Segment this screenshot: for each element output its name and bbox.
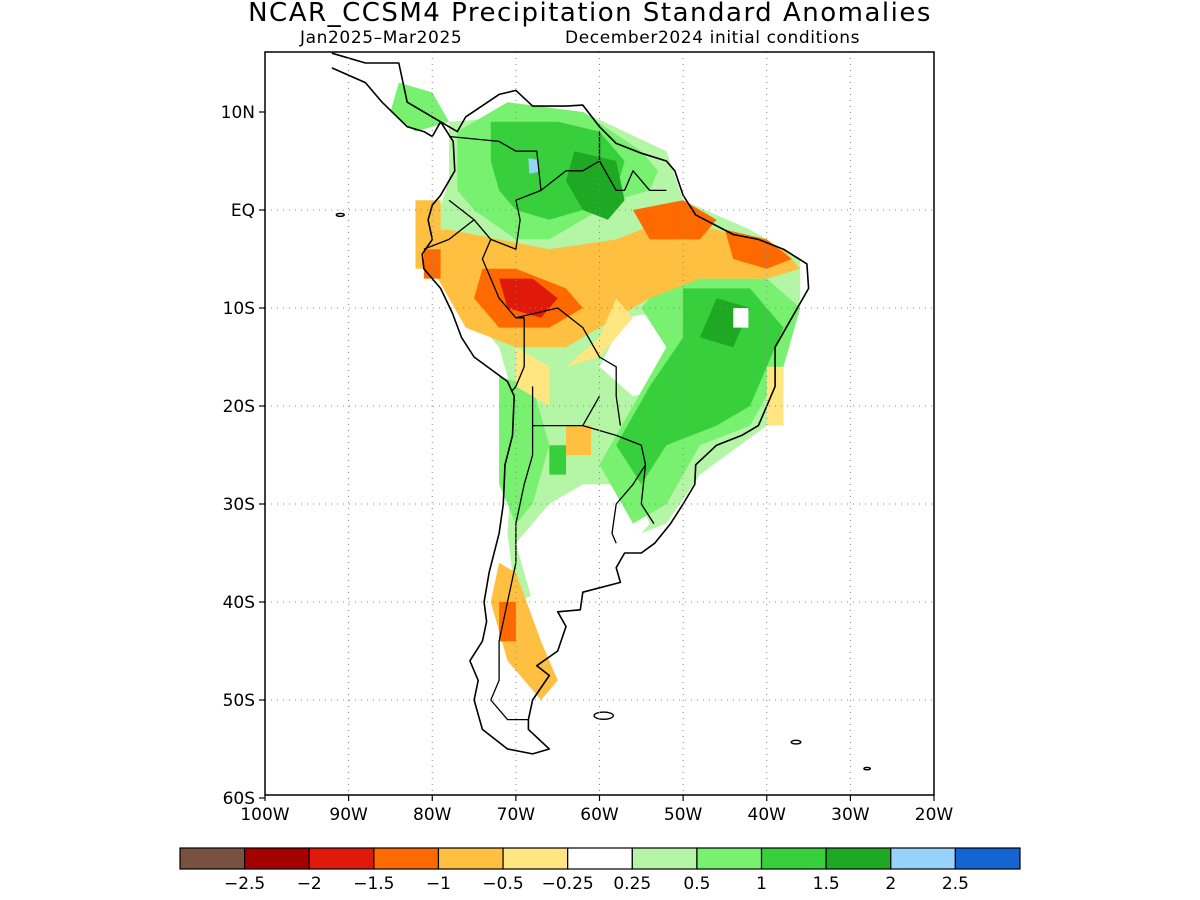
anomaly-region: [566, 151, 625, 220]
colorbar-swatch: [373, 847, 440, 870]
anomaly-region: [390, 82, 449, 132]
colorbar-swatch: [760, 847, 827, 870]
colorbar-swatch: [567, 847, 633, 870]
colorbar-label: 0.25: [613, 874, 651, 894]
lon-tick-label: 50W: [664, 805, 703, 825]
anomaly-region: [566, 298, 633, 367]
anomaly-region: [616, 288, 784, 485]
lon-tick-label: 20W: [915, 805, 954, 825]
coastlines-and-borders: [331, 52, 871, 771]
island: [593, 711, 614, 720]
anomaly-region: [423, 249, 441, 279]
colorbar-label: −1: [426, 874, 451, 894]
country-border: [640, 464, 655, 524]
colorbar-swatch: [631, 847, 698, 870]
lon-tick-label: 30W: [831, 805, 870, 825]
colorbar-label: 0.5: [683, 874, 710, 894]
lat-tick-label: 20S: [223, 397, 255, 417]
chart-title: NCAR_CCSM4 Precipitation Standard Anomal…: [248, 0, 932, 28]
colorbar-label: −0.5: [482, 874, 523, 894]
colorbar-label: 2.5: [942, 874, 969, 894]
colorbar-label: −2: [297, 874, 322, 894]
lon-tick-label: 60W: [580, 805, 619, 825]
country-border: [531, 386, 601, 427]
lon-tick-label: 90W: [329, 805, 368, 825]
country-border: [598, 160, 667, 192]
anomaly-region: [515, 484, 650, 602]
island: [863, 766, 871, 771]
colorbar-swatch: [437, 847, 504, 870]
country-border: [490, 425, 534, 721]
coastline: [331, 52, 810, 755]
anomaly-region: [733, 308, 749, 328]
island: [335, 212, 345, 218]
anomaly-region: [499, 602, 516, 642]
country-border: [515, 307, 622, 426]
lon-tick-label: 80W: [413, 805, 452, 825]
colorbar-swatch: [954, 847, 1021, 870]
colorbar-label: 1: [756, 874, 767, 894]
colorbar-swatch: [502, 847, 569, 870]
anomaly-region: [633, 200, 717, 240]
anomaly-region: [499, 376, 550, 524]
anomaly-region: [549, 445, 566, 475]
lat-tick-label: 60S: [223, 789, 255, 809]
lon-tick-label: 100W: [240, 805, 289, 825]
forecast-period: Jan2025–Mar2025: [300, 28, 463, 48]
country-border: [423, 219, 475, 250]
colorbar-label: 1.5: [813, 874, 840, 894]
country-border: [540, 131, 601, 191]
lat-tick-label: 10S: [223, 299, 255, 319]
colorbar-swatch: [825, 847, 892, 870]
lat-tick-label: EQ: [231, 201, 255, 221]
initial-conditions: December2024 initial conditions: [565, 28, 861, 48]
lon-tick-label: 70W: [497, 805, 536, 825]
lat-tick-label: 50S: [223, 691, 255, 711]
colorbar-swatch: [696, 847, 763, 870]
colorbar-legend: −2.5 −2 −1.5 −1 −0.5 −0.25 0.25 0.5 1 1.5 2 2.5: [179, 847, 1021, 894]
lat-tick-label: 30S: [223, 495, 255, 515]
colorbar-label: −0.25: [542, 874, 594, 894]
anomaly-region: [724, 229, 792, 269]
colorbar-swatch: [308, 847, 375, 870]
anomaly-shading: [390, 82, 801, 720]
colorbar-label: −2.5: [224, 874, 265, 894]
anomaly-region: [499, 278, 558, 318]
lon-tick-label: 40W: [748, 805, 787, 825]
colorbar-label: 2: [885, 874, 896, 894]
anomaly-region: [490, 562, 558, 700]
anomaly-region: [528, 158, 540, 174]
country-border: [582, 424, 647, 544]
country-border: [481, 239, 525, 392]
colorbar-swatch: [890, 847, 956, 870]
lat-tick-label: 10N: [221, 103, 255, 123]
anomaly-region: [566, 425, 592, 455]
anomaly-region: [766, 366, 784, 426]
island: [790, 739, 802, 745]
colorbar-swatch: [244, 847, 310, 870]
lat-tick-label: 40S: [223, 593, 255, 613]
colorbar-label: −1.5: [353, 874, 394, 894]
country-border: [448, 135, 542, 250]
colorbar-swatch: [179, 847, 246, 870]
